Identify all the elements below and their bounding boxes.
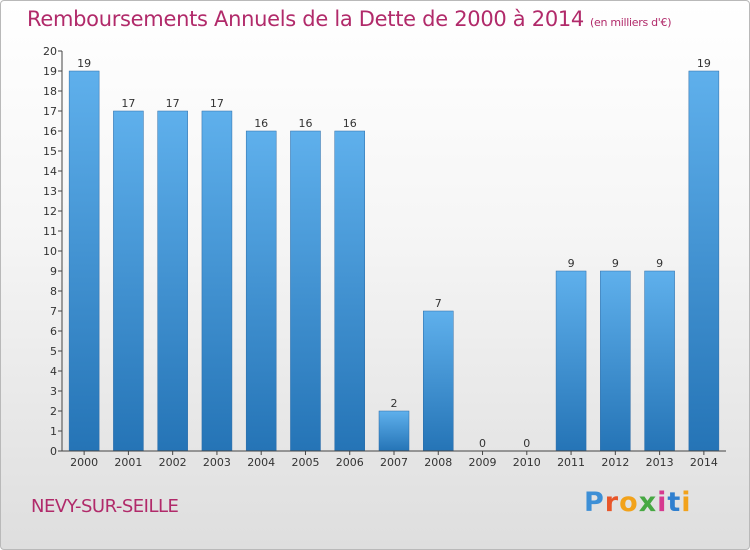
logo-letter: P: [584, 487, 605, 518]
bar: [68, 70, 100, 452]
x-tick-label: 2005: [291, 456, 319, 469]
y-tick-label: 19: [43, 65, 57, 78]
logo-letter: t: [667, 487, 682, 518]
data-label: 16: [254, 117, 268, 130]
chart-title-text: Remboursements Annuels de la Dette de 20…: [27, 7, 584, 31]
y-tick-label: 2: [50, 405, 57, 418]
x-tick-label: 2013: [646, 456, 674, 469]
bar: [644, 270, 675, 452]
data-label: 9: [568, 257, 575, 270]
y-tick-label: 13: [43, 185, 57, 198]
data-label: 19: [77, 57, 91, 70]
commune-name: NEVY-SUR-SEILLE: [31, 496, 179, 517]
logo-letter: r: [604, 487, 620, 518]
data-label: 17: [121, 97, 135, 110]
data-label: 19: [697, 57, 711, 70]
y-tick-label: 9: [50, 265, 57, 278]
x-tick-label: 2003: [203, 456, 231, 469]
chart-title: Remboursements Annuels de la Dette de 20…: [27, 7, 671, 31]
y-tick-label: 1: [50, 425, 57, 438]
data-label: 2: [391, 397, 398, 410]
y-tick-label: 17: [43, 105, 57, 118]
logo-letter: i: [657, 487, 668, 518]
data-label: 17: [210, 97, 224, 110]
x-axis: 2000 2001 2002 2003 2004 2005 2006 2007 2008 2009…: [62, 450, 726, 469]
y-tick-label: 11: [43, 225, 57, 238]
data-label: 0: [523, 437, 530, 450]
y-tick-label: 15: [43, 145, 57, 158]
bar: [378, 410, 410, 452]
y-tick-label: 10: [43, 245, 57, 258]
bars: 19 17 17 17 16 16 16 2 7 0 0 9 9 9 19: [68, 57, 720, 452]
bar: [201, 110, 233, 452]
x-tick-label: 2008: [424, 456, 452, 469]
bar: [688, 70, 720, 452]
y-tick-label: 14: [43, 165, 57, 178]
y-tick-label: 16: [43, 125, 57, 138]
x-tick-label: 2002: [159, 456, 187, 469]
x-tick-label: 2000: [70, 456, 98, 469]
data-label: 7: [435, 297, 442, 310]
x-tick-label: 2012: [601, 456, 629, 469]
y-tick-label: 4: [50, 365, 57, 378]
y-tick-label: 18: [43, 85, 57, 98]
bar: [113, 110, 144, 452]
x-tick-label: 2010: [513, 456, 541, 469]
bar: [555, 270, 587, 452]
x-tick-label: 2009: [469, 456, 497, 469]
x-tick-label: 2001: [114, 456, 142, 469]
x-tick-label: 2006: [336, 456, 364, 469]
data-label: 16: [343, 117, 357, 130]
y-tick-label: 0: [50, 445, 57, 458]
y-tick-label: 12: [43, 205, 57, 218]
bar: [245, 130, 277, 452]
y-tick-label: 6: [50, 325, 57, 338]
bar: [290, 130, 321, 452]
data-label: 9: [656, 257, 663, 270]
y-tick-label: 3: [50, 385, 57, 398]
logo-letter: o: [619, 487, 639, 518]
logo-letter: x: [638, 487, 658, 518]
data-label: 9: [612, 257, 619, 270]
bar: [423, 310, 454, 452]
chart-unit: (en milliers d'€): [590, 16, 672, 29]
proxiti-logo: Proxiti: [584, 487, 692, 518]
bar: [334, 130, 365, 452]
x-tick-label: 2014: [690, 456, 718, 469]
data-label: 17: [166, 97, 180, 110]
data-label: 16: [298, 117, 312, 130]
y-tick-label: 7: [50, 305, 57, 318]
x-tick-label: 2007: [380, 456, 408, 469]
bar: [157, 110, 188, 452]
y-tick-label: 8: [50, 285, 57, 298]
data-label: 0: [479, 437, 486, 450]
bar: [600, 270, 631, 452]
x-tick-label: 2004: [247, 456, 275, 469]
x-tick-label: 2011: [557, 456, 585, 469]
y-tick-label: 20: [43, 45, 57, 58]
y-tick-label: 5: [50, 345, 57, 358]
logo-letter: i: [681, 487, 692, 518]
